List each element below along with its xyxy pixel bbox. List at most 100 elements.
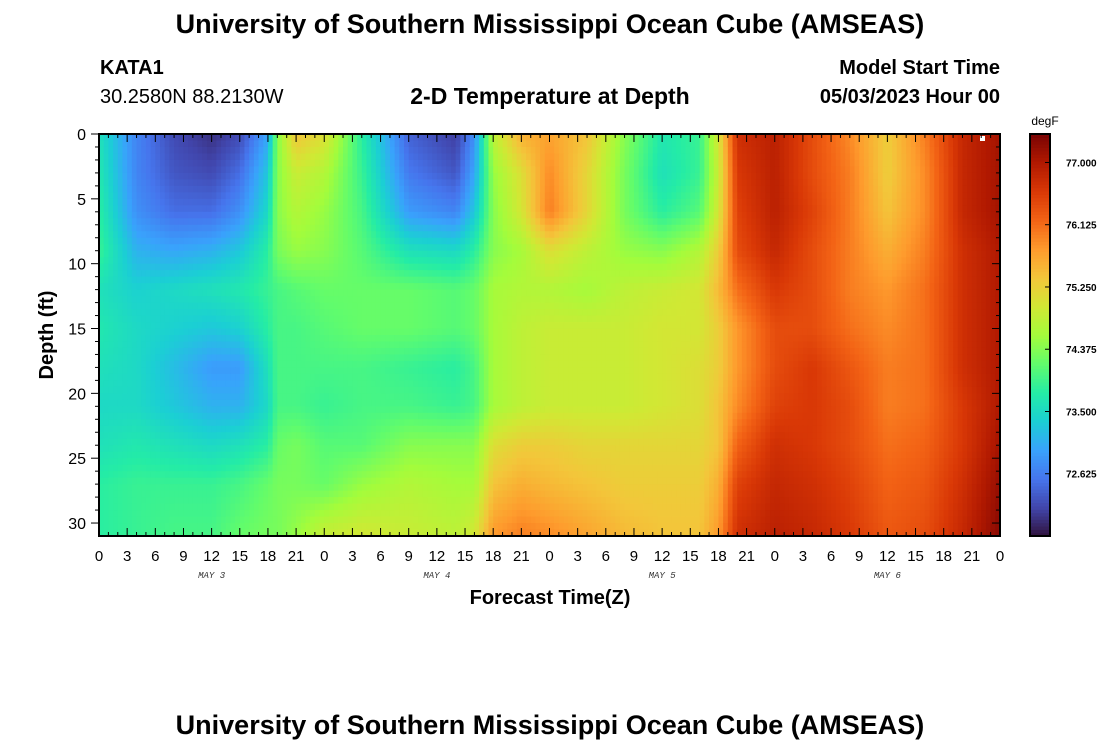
- heatmap-cell: [723, 140, 729, 148]
- heatmap-cell: [441, 276, 447, 284]
- heatmap-cell: [709, 146, 715, 155]
- heatmap-cell: [338, 276, 344, 284]
- heatmap-cell: [540, 172, 546, 180]
- heatmap-cell: [474, 224, 480, 232]
- heatmap-cell: [648, 146, 654, 155]
- heatmap-cell: [178, 166, 185, 174]
- heatmap-cell: [990, 237, 996, 245]
- heatmap-cell: [263, 179, 269, 187]
- heatmap-cell: [286, 159, 292, 168]
- heatmap-cell: [211, 185, 217, 193]
- heatmap-cell: [953, 179, 959, 187]
- heatmap-cell: [511, 134, 518, 142]
- heatmap-cell: [272, 218, 278, 226]
- heatmap-cell: [962, 263, 968, 271]
- heatmap-cell: [746, 244, 752, 252]
- heatmap-cell: [160, 276, 166, 284]
- heatmap-cell: [873, 224, 879, 232]
- heatmap-cell: [802, 218, 809, 226]
- heatmap-cell: [526, 283, 532, 291]
- heatmap-cell: [103, 159, 109, 168]
- heatmap-cell: [239, 185, 246, 193]
- heatmap-cell: [568, 159, 574, 168]
- heatmap-cell: [399, 140, 405, 148]
- station-coordinates: 30.2580N 88.2130W: [100, 86, 284, 108]
- heatmap-cell: [253, 244, 260, 252]
- heatmap-cell: [920, 237, 926, 245]
- heatmap-cell: [924, 134, 931, 142]
- heatmap-cell: [826, 237, 832, 245]
- heatmap-cell: [488, 134, 494, 142]
- heatmap-cell: [141, 283, 147, 291]
- heatmap-cell: [784, 283, 790, 291]
- heatmap-cell: [737, 179, 743, 187]
- heatmap-cell: [863, 218, 870, 226]
- heatmap-cell: [741, 218, 748, 226]
- heatmap-cell: [788, 224, 795, 232]
- heatmap-cell: [450, 276, 457, 284]
- heatmap-cell: [995, 244, 1000, 252]
- heatmap-cell: [971, 263, 978, 271]
- heatmap-cell: [723, 192, 729, 200]
- heatmap-cell: [976, 205, 982, 213]
- heatmap-cell: [924, 283, 931, 291]
- heatmap-cell: [793, 198, 799, 206]
- heatmap-cell: [441, 244, 447, 252]
- heatmap-cell: [906, 179, 912, 187]
- heatmap-cell: [141, 270, 147, 278]
- heatmap-cell: [272, 244, 278, 252]
- heatmap-cell: [676, 172, 682, 180]
- heatmap-cell: [793, 192, 799, 200]
- heatmap-cell: [211, 134, 217, 142]
- heatmap-cell: [418, 172, 424, 180]
- heatmap-cell: [441, 237, 447, 245]
- heatmap-cell: [258, 134, 264, 142]
- heatmap-cell: [427, 185, 433, 193]
- heatmap-cell: [319, 192, 325, 200]
- heatmap-cell: [544, 276, 551, 284]
- heatmap-cell: [826, 244, 832, 252]
- heatmap-cell: [610, 172, 616, 180]
- heatmap-cell: [183, 159, 189, 168]
- heatmap-cell: [587, 289, 593, 297]
- heatmap-cell: [901, 250, 907, 258]
- heatmap-cell: [352, 257, 358, 265]
- heatmap-cell: [765, 250, 771, 258]
- heatmap-cell: [103, 179, 109, 187]
- heatmap-cell: [577, 289, 583, 297]
- heatmap-cell: [530, 205, 537, 213]
- heatmap-cell: [324, 289, 330, 297]
- heatmap-cell: [666, 283, 673, 291]
- heatmap-cell: [985, 276, 992, 284]
- heatmap-cell: [239, 250, 246, 258]
- heatmap-cell: [558, 140, 565, 148]
- heatmap-cell: [511, 146, 518, 155]
- heatmap-cell: [197, 218, 203, 226]
- heatmap-cell: [333, 296, 339, 304]
- heatmap-cell: [488, 211, 494, 219]
- heatmap-cell: [197, 231, 203, 239]
- heatmap-cell: [394, 270, 400, 278]
- heatmap-cell: [896, 289, 903, 297]
- heatmap-cell: [328, 153, 335, 161]
- heatmap-cell: [352, 250, 358, 258]
- heatmap-cell: [821, 159, 827, 168]
- heatmap-cell: [282, 276, 288, 284]
- heatmap-cell: [643, 146, 649, 155]
- heatmap-cell: [216, 166, 222, 174]
- heatmap-cell: [474, 296, 480, 304]
- heatmap-cell: [352, 244, 358, 252]
- heatmap-cell: [540, 146, 546, 155]
- heatmap-cell: [127, 205, 133, 213]
- heatmap-cell: [985, 192, 992, 200]
- heatmap-cell: [741, 205, 748, 213]
- heatmap-cell: [300, 270, 307, 278]
- heatmap-cell: [709, 140, 715, 148]
- heatmap-cell: [296, 289, 302, 297]
- heatmap-cell: [812, 296, 818, 304]
- heatmap-cell: [948, 166, 954, 174]
- heatmap-cell: [605, 289, 612, 297]
- model-start-label: Model Start Time: [839, 57, 1000, 79]
- heatmap-cell: [676, 153, 682, 161]
- heatmap-cell: [967, 250, 973, 258]
